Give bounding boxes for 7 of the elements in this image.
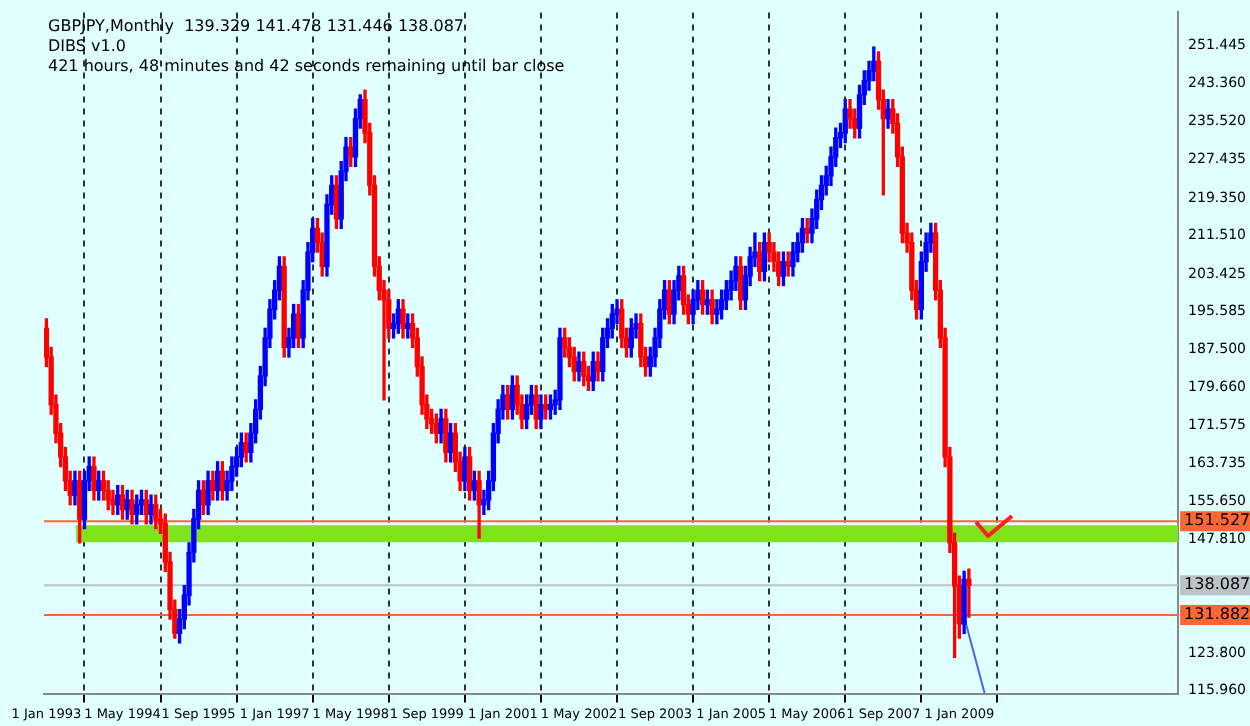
candlestick (966, 568, 972, 618)
ref-line-label: 151.527 (1184, 511, 1250, 530)
annotation: DIBS v1.0 (48, 36, 126, 55)
ref-line-label: 131.882 (1184, 605, 1250, 624)
annotation: GBPJPY,Monthly 139.329 141.478 131.446 138.087 (48, 16, 465, 35)
ref-line-label: 138.087 (1184, 575, 1250, 594)
annotation: 421 hours, 48 minutes and 42 seconds remaining until bar close (48, 56, 565, 75)
